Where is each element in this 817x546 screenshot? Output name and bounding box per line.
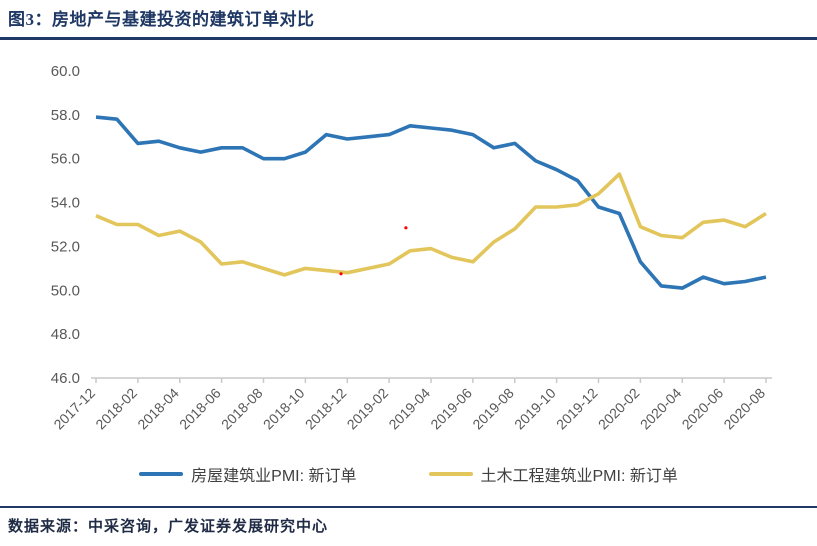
y-tick-label: 52.0: [51, 238, 80, 255]
civil-series-swatch: [428, 472, 473, 476]
x-axis-tick-labels: 2017-122018-022018-042018-062018-082018-…: [50, 378, 768, 432]
y-tick-label: 46.0: [51, 370, 80, 387]
x-tick-label: 2019-12: [553, 385, 601, 433]
chart-canvas: 60.058.056.054.052.050.048.046.02017-122…: [50, 63, 772, 432]
x-tick-label: 2020-02: [595, 385, 643, 433]
x-tick-label: 2019-04: [385, 385, 433, 433]
y-tick-label: 60.0: [51, 63, 80, 80]
housing-series-label: 房屋建筑业PMI: 新订单: [191, 468, 357, 485]
data-source-note: 数据来源：中采咨询，广发证券发展研究中心: [8, 519, 329, 535]
x-tick-label: 2018-08: [218, 385, 266, 433]
x-tick-label: 2019-10: [511, 385, 559, 433]
y-tick-label: 58.0: [51, 107, 80, 124]
x-tick-label: 2019-02: [344, 385, 392, 433]
y-axis-tick-labels: 60.0 58.0 56.0 54.0 52.0 50.0 48.0 46.0: [51, 63, 80, 387]
y-tick-label: 48.0: [51, 326, 80, 343]
x-tick-label: 2018-02: [92, 385, 140, 433]
x-tick-label: 2018-12: [302, 385, 350, 433]
figure-title: 图3：房地产与基建投资的建筑订单对比: [8, 10, 315, 29]
chart-legend: 房屋建筑业PMI: 新订单 土木工程建筑业PMI: 新订单: [0, 462, 817, 486]
series-line-civil: [95, 172, 767, 277]
figure-header: 图3：房地产与基建投资的建筑订单对比: [0, 0, 817, 40]
x-tick-label: 2020-04: [637, 385, 685, 433]
x-tick-label: 2020-06: [679, 385, 727, 433]
housing-series-swatch: [139, 472, 184, 476]
x-tick-label: 2020-08: [720, 385, 768, 433]
x-tick-label: 2018-04: [134, 385, 182, 433]
y-tick-label: 50.0: [51, 282, 80, 299]
legend-item-civil: 土木工程建筑业PMI: 新订单: [428, 462, 678, 486]
x-tick-label: 2019-06: [427, 385, 475, 433]
stray-red-dot: [404, 226, 408, 230]
series-line-housing: [95, 115, 767, 290]
x-tick-label: 2017-12: [50, 385, 98, 433]
x-tick-label: 2019-08: [469, 385, 517, 433]
pmi-line-chart: 60.0 58.0 56.0 54.0 52.0 50.0 48.0 46.0 2017-12 2…: [0, 36, 817, 460]
y-tick-label: 56.0: [51, 151, 80, 168]
stray-red-dot: [339, 272, 343, 276]
civil-series-label: 土木工程建筑业PMI: 新订单: [480, 468, 678, 485]
x-tick-label: 2018-06: [176, 385, 224, 433]
figure-footer: 数据来源：中采咨询，广发证券发展研究中心: [0, 506, 817, 536]
x-tick-label: 2018-10: [260, 385, 308, 433]
y-tick-label: 54.0: [51, 195, 80, 212]
legend-item-housing: 房屋建筑业PMI: 新订单: [139, 462, 357, 486]
